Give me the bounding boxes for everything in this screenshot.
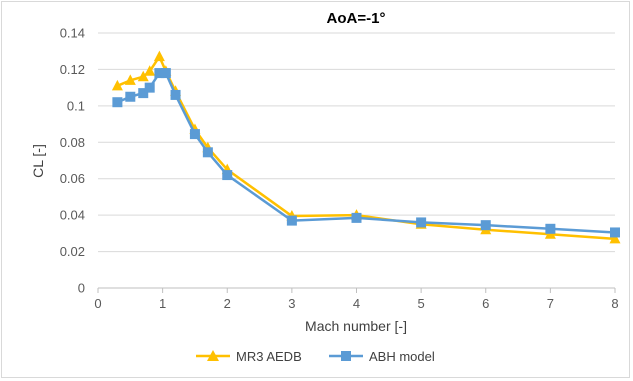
x-tick-label: 4 (353, 296, 360, 311)
y-tick-label: 0 (78, 281, 85, 296)
y-tick-label: 0.14 (60, 26, 85, 41)
legend: MR3 AEDB ABH model (196, 349, 435, 364)
y-tick-label: 0.02 (60, 244, 85, 259)
data-point-square (125, 91, 136, 102)
data-point-triangle (137, 70, 149, 82)
legend-label-mr3-aedb: MR3 AEDB (236, 349, 302, 364)
data-point-triangle (609, 232, 621, 244)
y-tick-label: 0.04 (60, 208, 85, 223)
x-tick-label: 2 (224, 296, 231, 311)
y-tick-label: 0.1 (67, 98, 85, 113)
axes (97, 287, 616, 293)
data-point-square (112, 97, 123, 108)
data-point-square (189, 129, 200, 140)
data-point-triangle (124, 74, 136, 85)
series-mr3-aedb (111, 50, 621, 244)
x-tick-label: 7 (547, 296, 554, 311)
legend-marker-triangle-icon (207, 350, 219, 361)
data-point-square (286, 215, 297, 226)
x-axis-title: Mach number [-] (305, 318, 407, 334)
chart-title: AoA=-1° (327, 10, 386, 27)
x-tick-label: 1 (159, 296, 166, 311)
data-point-triangle (144, 65, 156, 76)
x-tick-label: 0 (94, 296, 101, 311)
legend-item-mr3-aedb: MR3 AEDB (196, 349, 302, 364)
data-point-square (160, 68, 171, 79)
series-layer (111, 50, 621, 244)
data-point-square (222, 170, 233, 181)
data-point-triangle (153, 50, 165, 62)
series-abh-model (112, 68, 620, 238)
data-point-square (154, 68, 165, 79)
data-point-square (138, 88, 149, 99)
legend-label-abh-model: ABH model (369, 349, 435, 364)
tick-labels: 0 0.02 0.04 0.06 0.08 0.1 0.12 0.14 0 1 2 3 4 5 6 7 8 (60, 26, 619, 312)
y-tick-label: 0.08 (60, 135, 85, 150)
x-tick-label: 6 (482, 296, 489, 311)
data-point-square (480, 220, 491, 231)
data-point-square (545, 223, 556, 234)
y-tick-label: 0.12 (60, 62, 85, 77)
series-line-mr3-aedb (116, 55, 616, 241)
data-point-square (416, 217, 427, 228)
data-point-triangle (111, 79, 123, 91)
data-point-square (144, 82, 155, 93)
y-tick-label: 0.06 (60, 171, 85, 186)
data-point-square (170, 89, 181, 100)
series-line-abh-model (116, 71, 616, 234)
data-point-square (610, 227, 620, 238)
legend-item-abh-model: ABH model (329, 349, 435, 364)
x-tick-label: 3 (288, 296, 295, 311)
data-point-square (351, 212, 362, 223)
x-tick-label: 8 (611, 296, 618, 311)
x-tick-label: 5 (418, 296, 425, 311)
data-point-square (202, 147, 213, 158)
legend-marker-square-icon (341, 351, 351, 361)
y-axis-title: CL [-] (30, 144, 46, 178)
